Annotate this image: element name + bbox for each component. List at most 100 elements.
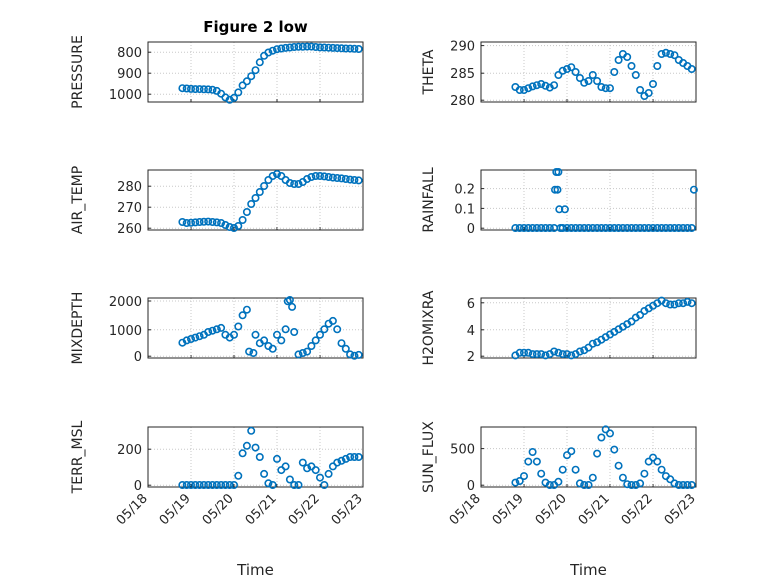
data-point bbox=[298, 42, 307, 51]
data-point bbox=[657, 49, 666, 58]
data-point bbox=[627, 317, 636, 326]
data-point bbox=[281, 462, 290, 471]
data-point bbox=[341, 454, 350, 463]
data-point bbox=[670, 479, 679, 488]
x-tick-label: 05/23 bbox=[329, 491, 366, 528]
data-point bbox=[511, 478, 520, 487]
data-point bbox=[333, 44, 342, 53]
data-point bbox=[627, 480, 636, 489]
data-point bbox=[687, 299, 696, 308]
subplot-6: 2 4 6 H2OMIXRA bbox=[421, 290, 697, 366]
data-point bbox=[191, 85, 200, 94]
data-point bbox=[272, 330, 281, 339]
data-point bbox=[238, 81, 247, 90]
data-point bbox=[251, 443, 260, 452]
x-tick-label: 05/18 bbox=[114, 491, 151, 528]
y-tick-label: 800 bbox=[117, 46, 142, 61]
data-point bbox=[311, 42, 320, 51]
data-point bbox=[524, 224, 533, 233]
data-point bbox=[614, 224, 623, 233]
data-point bbox=[666, 475, 675, 484]
data-point bbox=[593, 224, 602, 233]
data-point bbox=[580, 480, 589, 489]
x-tick-label: 05/22 bbox=[286, 491, 323, 528]
axes-frame bbox=[147, 297, 364, 359]
data-point bbox=[610, 445, 619, 454]
data-point bbox=[328, 173, 337, 182]
x-tick-label: 05/23 bbox=[662, 491, 699, 528]
axes-frame bbox=[147, 41, 364, 103]
data-point bbox=[178, 218, 187, 227]
subplot-7: 0 200 TERR_MSL 05/18 05/19 05/20 05/21 05/22 05/… bbox=[70, 420, 366, 579]
data-point bbox=[532, 457, 541, 466]
data-point bbox=[311, 466, 320, 475]
data-point bbox=[230, 480, 239, 489]
data-point bbox=[346, 350, 355, 359]
data-point bbox=[341, 175, 350, 184]
data-point bbox=[288, 302, 297, 311]
data-point bbox=[550, 81, 559, 90]
data-point bbox=[281, 43, 290, 52]
data-point bbox=[683, 224, 692, 233]
data-point bbox=[346, 175, 355, 184]
data-point bbox=[178, 84, 187, 93]
data-point bbox=[333, 458, 342, 467]
data-point bbox=[532, 350, 541, 359]
data-point bbox=[182, 480, 191, 489]
data-point bbox=[571, 465, 580, 474]
data-point bbox=[245, 347, 254, 356]
data-point bbox=[320, 172, 329, 181]
data-point bbox=[528, 447, 537, 456]
data-point bbox=[238, 449, 247, 458]
data-point bbox=[195, 480, 204, 489]
data-point bbox=[687, 65, 696, 74]
data-point bbox=[588, 473, 597, 482]
data-point bbox=[204, 85, 213, 94]
data-point bbox=[571, 68, 580, 77]
data-point bbox=[545, 480, 554, 489]
data-point bbox=[354, 176, 363, 185]
y-tick-label: 2000 bbox=[109, 295, 142, 310]
data-point bbox=[653, 224, 662, 233]
data-point bbox=[601, 425, 610, 434]
y-axis-label: RAINFALL bbox=[421, 167, 437, 232]
data-point bbox=[204, 327, 213, 336]
data-point bbox=[627, 224, 636, 233]
data-point bbox=[605, 429, 614, 438]
data-point bbox=[247, 200, 256, 209]
data-point bbox=[247, 426, 256, 435]
data-point bbox=[657, 224, 666, 233]
data-point bbox=[537, 350, 546, 359]
data-point bbox=[199, 480, 208, 489]
y-axis-label: SUN_FLUX bbox=[421, 421, 437, 493]
data-point bbox=[623, 52, 632, 61]
data-point bbox=[307, 173, 316, 182]
axes-border bbox=[480, 169, 697, 231]
data-point bbox=[294, 350, 303, 359]
data-point bbox=[320, 325, 329, 334]
data-point bbox=[623, 480, 632, 489]
data-point bbox=[315, 330, 324, 339]
x-tick-label: 05/18 bbox=[447, 491, 484, 528]
data-point bbox=[627, 61, 636, 70]
data-point bbox=[208, 480, 217, 489]
data-point bbox=[631, 224, 640, 233]
data-point bbox=[221, 221, 230, 230]
data-point bbox=[208, 326, 217, 335]
axes-border bbox=[480, 297, 697, 359]
data-point bbox=[567, 63, 576, 72]
data-point bbox=[354, 452, 363, 461]
data-point bbox=[560, 205, 569, 214]
subplot-4: 0 0.1 0.2 RAINFALL bbox=[421, 167, 698, 237]
x-tick-label: 05/19 bbox=[157, 491, 194, 528]
data-point bbox=[212, 325, 221, 334]
y-axis-label: H2OMIXRA bbox=[421, 290, 437, 365]
axes-border bbox=[147, 169, 364, 231]
data-point bbox=[350, 452, 359, 461]
data-point bbox=[653, 61, 662, 70]
data-point bbox=[298, 348, 307, 357]
data-point bbox=[666, 224, 675, 233]
data-point bbox=[519, 86, 528, 95]
y-tick-label: 285 bbox=[450, 67, 475, 82]
data-point bbox=[324, 43, 333, 52]
